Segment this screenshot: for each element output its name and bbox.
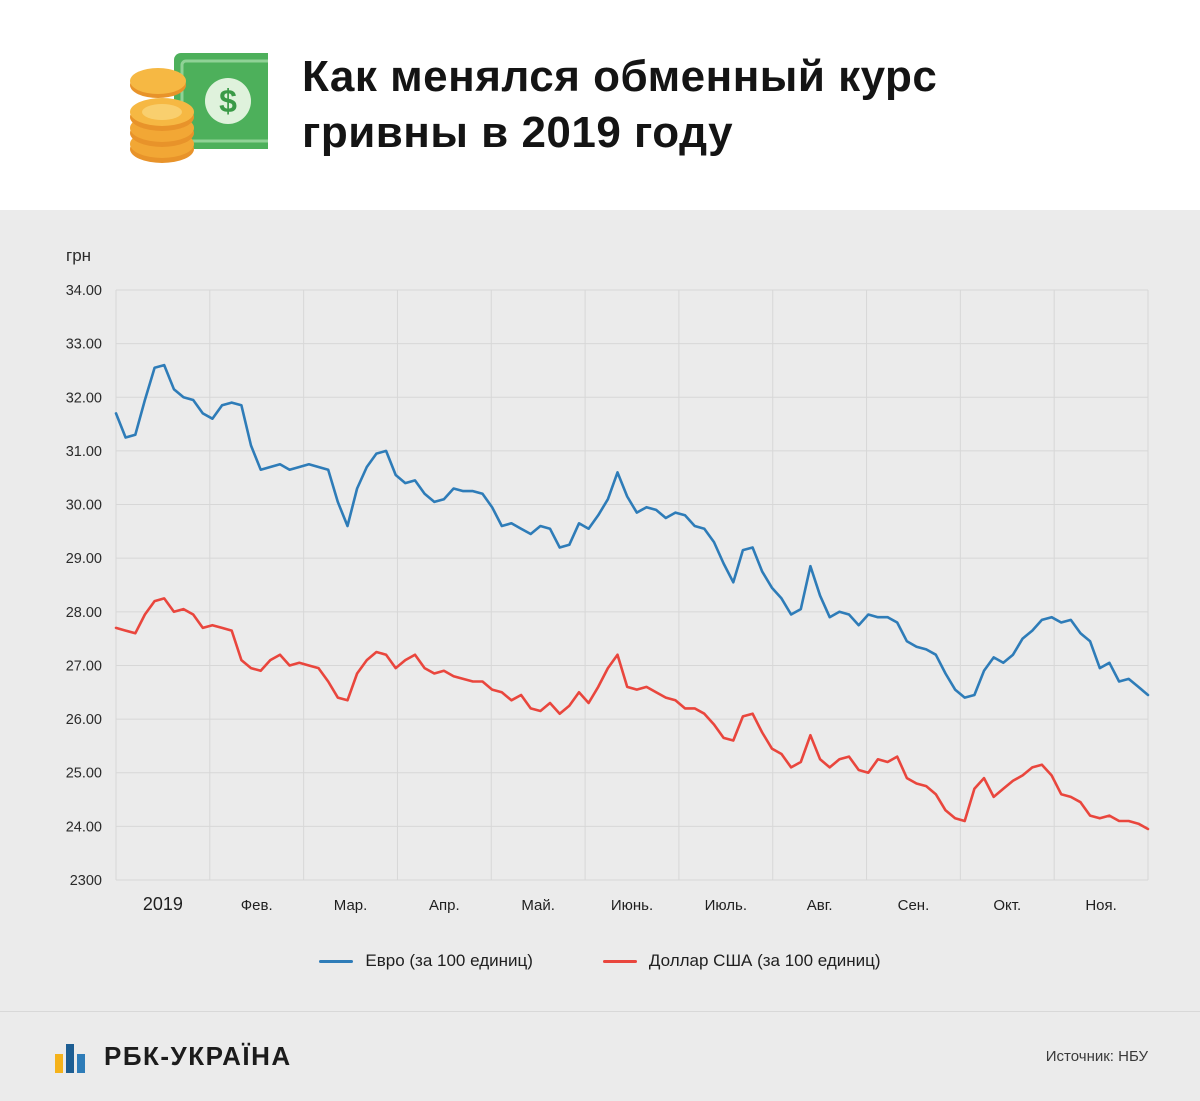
svg-text:Сен.: Сен. (898, 897, 930, 914)
svg-text:Ноя.: Ноя. (1085, 897, 1116, 914)
usd-line-swatch (602, 959, 637, 963)
svg-text:Апр.: Апр. (429, 897, 460, 914)
legend-item-usd: Доллар США (за 100 единиц) (602, 951, 881, 971)
svg-text:26.00: 26.00 (66, 712, 102, 728)
page-title: Как менялся обменный курс гривны в 2019 … (302, 51, 938, 157)
chart-legend: Евро (за 100 единиц) Доллар США (за 100 … (50, 951, 1150, 971)
svg-text:2019: 2019 (143, 894, 183, 914)
chart-wrap: 34.00 33.00 32.00 31.00 30.00 29.00 28.00 27.00… (50, 276, 1150, 929)
euro-line-swatch (319, 959, 354, 963)
svg-text:Июль.: Июль. (705, 897, 747, 914)
svg-text:28.00: 28.00 (66, 605, 102, 621)
footer: РБК-УКРАЇНА Источник: НБУ (0, 1011, 1200, 1101)
svg-text:29.00: 29.00 (66, 551, 102, 567)
svg-text:27.00: 27.00 (66, 658, 102, 674)
legend-item-euro: Евро (за 100 единиц) (319, 951, 533, 971)
brand: РБК-УКРАЇНА (52, 1038, 292, 1076)
header: $ Как менялся обменный курс гривны в 201… (0, 0, 1200, 210)
svg-text:25.00: 25.00 (66, 766, 102, 782)
svg-text:Окт.: Окт. (993, 897, 1021, 914)
svg-text:31.00: 31.00 (66, 444, 102, 460)
svg-text:Авг.: Авг. (807, 897, 833, 914)
svg-text:Май.: Май. (521, 897, 555, 914)
svg-text:33.00: 33.00 (66, 337, 102, 353)
svg-text:$: $ (219, 83, 237, 119)
rbc-logo-icon (55, 1043, 85, 1073)
svg-text:24.00: 24.00 (66, 819, 102, 835)
money-coins-icon: $ (130, 53, 268, 163)
svg-text:Мар.: Мар. (334, 897, 368, 914)
brand-name: РБК-УКРАЇНА (104, 1041, 292, 1071)
exchange-rate-line-chart: 34.00 33.00 32.00 31.00 30.00 29.00 28.00 27.00… (66, 283, 1150, 914)
svg-text:Фев.: Фев. (241, 897, 273, 914)
svg-text:34.00: 34.00 (66, 283, 102, 299)
svg-text:32.00: 32.00 (66, 390, 102, 406)
legend-label-usd: Доллар США (за 100 единиц) (648, 951, 881, 970)
svg-text:30.00: 30.00 (66, 498, 102, 514)
svg-text:2300: 2300 (70, 873, 102, 889)
legend-label-euro: Евро (за 100 единиц) (365, 951, 533, 970)
chart-section: грн 34.00 33.00 32.00 31.00 30.00 29.00 28.00 2… (0, 210, 1200, 1011)
y-axis-unit-label: грн (66, 246, 92, 265)
svg-text:Июнь.: Июнь. (611, 897, 653, 914)
source-label: Источник: НБУ (1045, 1048, 1148, 1065)
